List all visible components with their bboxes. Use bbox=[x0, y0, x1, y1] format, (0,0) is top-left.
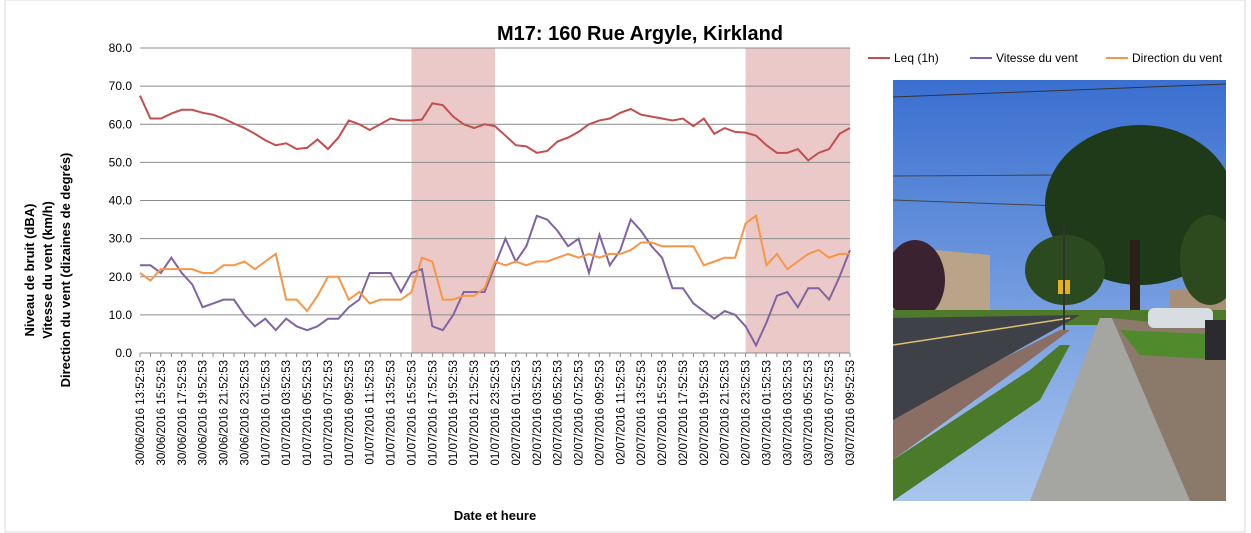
x-tick-label: 01/07/2016 11:52:53 bbox=[365, 360, 377, 465]
x-tick-label: 02/07/2016 17:52:53 bbox=[678, 360, 690, 466]
y-tick-label: 0.0 bbox=[115, 346, 132, 360]
y-tick-label: 50.0 bbox=[109, 155, 133, 169]
legend-label: Leq (1h) bbox=[894, 51, 939, 65]
x-tick-label: 01/07/2016 21:52:53 bbox=[469, 360, 481, 466]
x-tick-label: 30/06/2016 15:52:53 bbox=[156, 360, 168, 466]
x-tick-label: 30/06/2016 17:52:53 bbox=[177, 360, 189, 466]
y-tick-label: 80.0 bbox=[109, 41, 133, 55]
y-tick-label: 60.0 bbox=[109, 117, 133, 131]
x-tick-label: 02/07/2016 01:52:53 bbox=[511, 360, 523, 466]
x-tick-label: 01/07/2016 07:52:53 bbox=[323, 360, 335, 466]
x-tick-label: 02/07/2016 03:52:53 bbox=[532, 360, 544, 466]
x-tick-label: 01/07/2016 17:52:53 bbox=[427, 360, 439, 466]
y-axis-label-line: Vitesse du vent (km/h) bbox=[40, 201, 55, 339]
x-tick-label: 03/07/2016 05:52:53 bbox=[803, 360, 815, 466]
chart-title: M17: 160 Rue Argyle, Kirkland bbox=[497, 23, 783, 45]
x-tick-label: 01/07/2016 01:52:53 bbox=[260, 360, 272, 466]
y-tick-label: 40.0 bbox=[109, 194, 133, 208]
y-tick-label: 20.0 bbox=[109, 270, 133, 284]
x-tick-label: 02/07/2016 23:52:53 bbox=[741, 360, 753, 466]
x-tick-label: 01/07/2016 23:52:53 bbox=[490, 360, 502, 466]
x-tick-label: 01/07/2016 03:52:53 bbox=[281, 360, 293, 466]
y-tick-label: 10.0 bbox=[109, 308, 133, 322]
x-tick-label: 30/06/2016 19:52:53 bbox=[198, 360, 210, 466]
x-axis-label: Date et heure bbox=[454, 508, 536, 523]
site-photo bbox=[885, 80, 1240, 501]
x-tick-label: 01/07/2016 15:52:53 bbox=[406, 360, 418, 466]
x-tick-label: 30/06/2016 13:52:53 bbox=[135, 360, 147, 466]
y-tick-label: 30.0 bbox=[109, 232, 133, 246]
x-tick-label: 02/07/2016 11:52:53 bbox=[615, 360, 627, 465]
legend-label: Vitesse du vent bbox=[996, 51, 1078, 65]
x-tick-label: 03/07/2016 01:52:53 bbox=[761, 360, 773, 466]
x-tick-label: 02/07/2016 05:52:53 bbox=[553, 360, 565, 466]
y-tick-label: 70.0 bbox=[109, 79, 133, 93]
x-tick-label: 02/07/2016 21:52:53 bbox=[720, 360, 732, 466]
y-axis-label-line: Niveau de bruit (dBA) bbox=[22, 204, 37, 337]
x-tick-label: 03/07/2016 09:52:53 bbox=[845, 360, 857, 466]
x-tick-label: 30/06/2016 23:52:53 bbox=[239, 360, 251, 466]
x-tick-label: 02/07/2016 07:52:53 bbox=[574, 360, 586, 466]
x-tick-label: 02/07/2016 19:52:53 bbox=[699, 360, 711, 466]
x-tick-label: 02/07/2016 15:52:53 bbox=[657, 360, 669, 466]
x-tick-label: 30/06/2016 21:52:53 bbox=[219, 360, 231, 466]
x-tick-label: 01/07/2016 05:52:53 bbox=[302, 360, 314, 466]
y-axis-label-line: Direction du vent (dizaines de degrés) bbox=[58, 153, 73, 388]
x-tick-label: 01/07/2016 19:52:53 bbox=[448, 360, 460, 466]
x-tick-label: 03/07/2016 03:52:53 bbox=[782, 360, 794, 466]
x-tick-label: 02/07/2016 13:52:53 bbox=[636, 360, 648, 466]
legend-label: Direction du vent bbox=[1132, 51, 1223, 65]
chart: M17: 160 Rue Argyle, Kirkland Date et he… bbox=[0, 0, 1251, 533]
x-tick-label: 01/07/2016 09:52:53 bbox=[344, 360, 356, 466]
x-tick-label: 03/07/2016 07:52:53 bbox=[824, 360, 836, 466]
x-tick-label: 02/07/2016 09:52:53 bbox=[594, 360, 606, 466]
x-tick-label: 01/07/2016 13:52:53 bbox=[386, 360, 398, 466]
